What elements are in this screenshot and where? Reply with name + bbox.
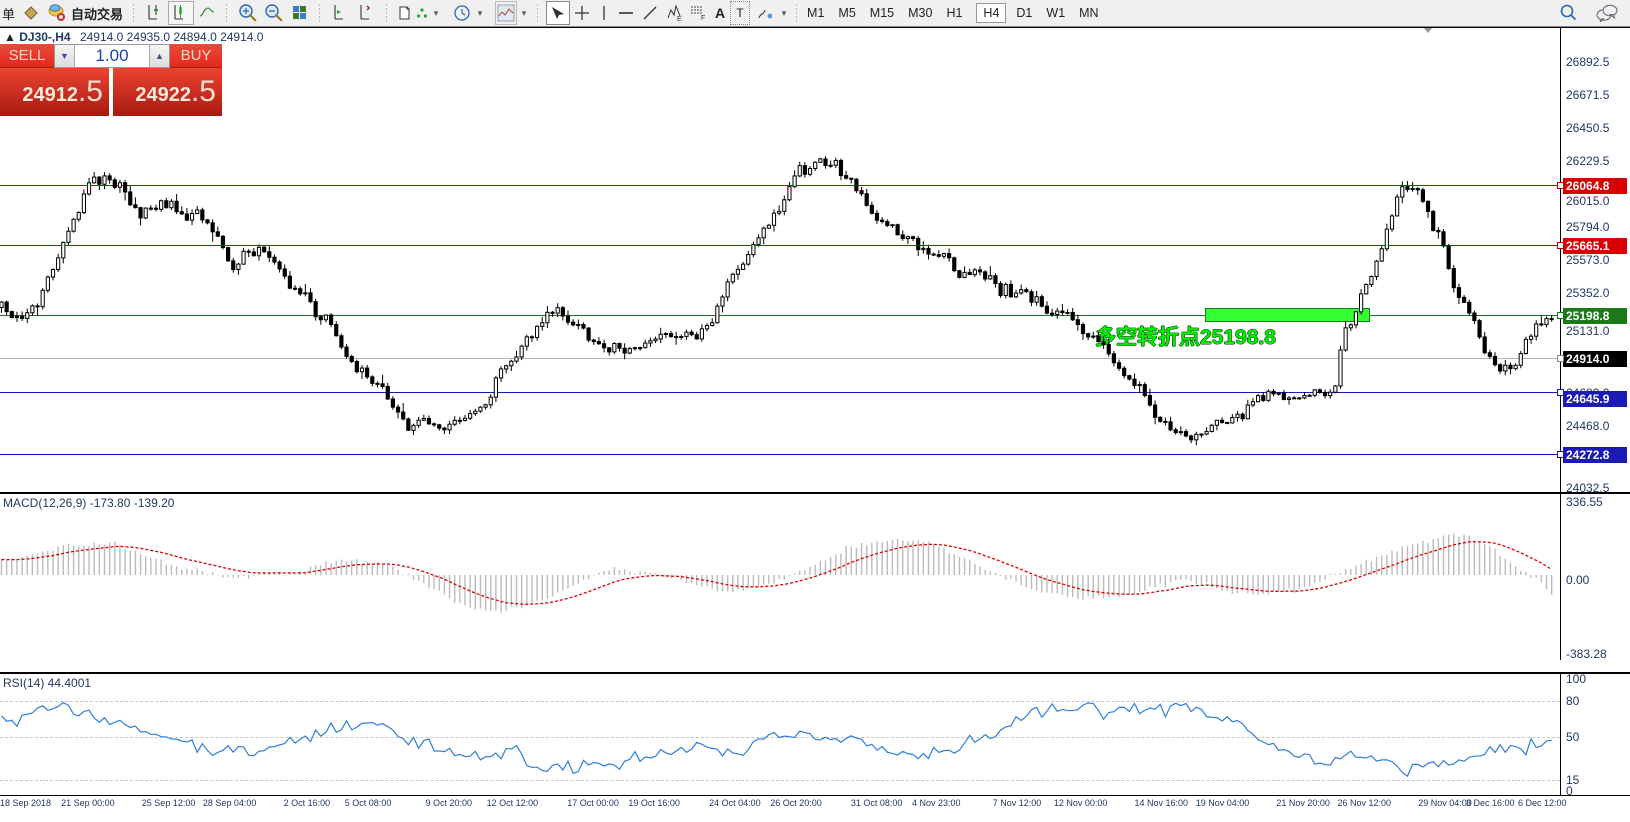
svg-text:F: F [701,15,705,21]
svg-text:E: E [677,16,682,22]
